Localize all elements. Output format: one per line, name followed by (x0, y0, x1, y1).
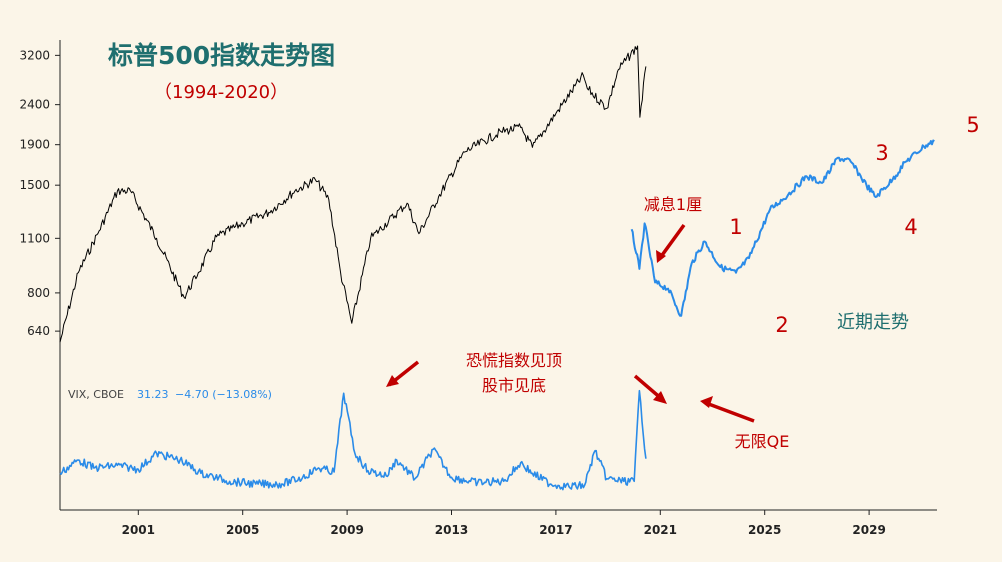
annotation-unlimited-qe: 无限QE (735, 432, 790, 451)
chart-title: 标普500指数走势图 (108, 41, 335, 70)
y-tick-label-1900: 1900 (19, 138, 50, 152)
wave-label-3: 3 (875, 141, 888, 165)
arrow-unlimited-qe (705, 401, 755, 423)
x-tick-label-2005: 2005 (226, 523, 259, 537)
y-tick-label-2400: 2400 (19, 98, 50, 112)
y-tick-label-640: 640 (27, 324, 50, 338)
arrow-rate-cut (658, 223, 686, 260)
sp500-projection-line (630, 139, 935, 317)
y-tick-label-800: 800 (27, 286, 50, 300)
arrow-vix-2020-head (653, 391, 667, 404)
x-tick-label-2009: 2009 (330, 523, 363, 537)
wave-label-1: 1 (729, 215, 742, 239)
vix-line (59, 389, 647, 491)
y-tick-label-1100: 1100 (19, 231, 50, 245)
annotation-recent-trend: 近期走势 (837, 312, 909, 333)
vix-legend-name: VIX, CBOE (68, 388, 124, 401)
wave-label-5: 5 (966, 113, 979, 137)
sp500-history-line (59, 45, 647, 343)
series-lines (59, 45, 935, 491)
x-tick-label-2001: 2001 (122, 523, 155, 537)
chart-subtitle: （1994-2020） (154, 82, 288, 103)
x-tick-label-2017: 2017 (539, 523, 572, 537)
annotation-arrows (386, 223, 755, 423)
annotation-rate-cut: 减息1厘 (644, 195, 702, 214)
y-tick-label-1500: 1500 (19, 178, 50, 192)
axes (59, 40, 937, 511)
annotation-panic-peak: 恐慌指数见顶 (466, 351, 562, 370)
arrow-vix-2008-head (386, 375, 399, 387)
x-tick-label-2029: 2029 (852, 523, 885, 537)
x-ticks: 2001 2005 2009 2013 2017 2021 2025 2029 (122, 510, 886, 537)
arrow-rate-cut-head (656, 250, 666, 263)
vix-legend-value: 31.23 (137, 388, 169, 401)
wave-label-4: 4 (904, 215, 917, 239)
y-tick-label-3200: 3200 (19, 48, 50, 62)
vix-legend-change: −4.70 (−13.08%) (175, 388, 272, 401)
x-tick-label-2013: 2013 (435, 523, 468, 537)
x-tick-label-2025: 2025 (748, 523, 781, 537)
y-ticks: 640 800 1100 1500 1900 2400 3200 (19, 48, 60, 338)
annotation-market-bottom: 股市见底 (482, 376, 546, 395)
x-tick-label-2021: 2021 (644, 523, 677, 537)
wave-label-2: 2 (775, 313, 788, 337)
arrow-unlimited-qe-head (700, 396, 713, 408)
